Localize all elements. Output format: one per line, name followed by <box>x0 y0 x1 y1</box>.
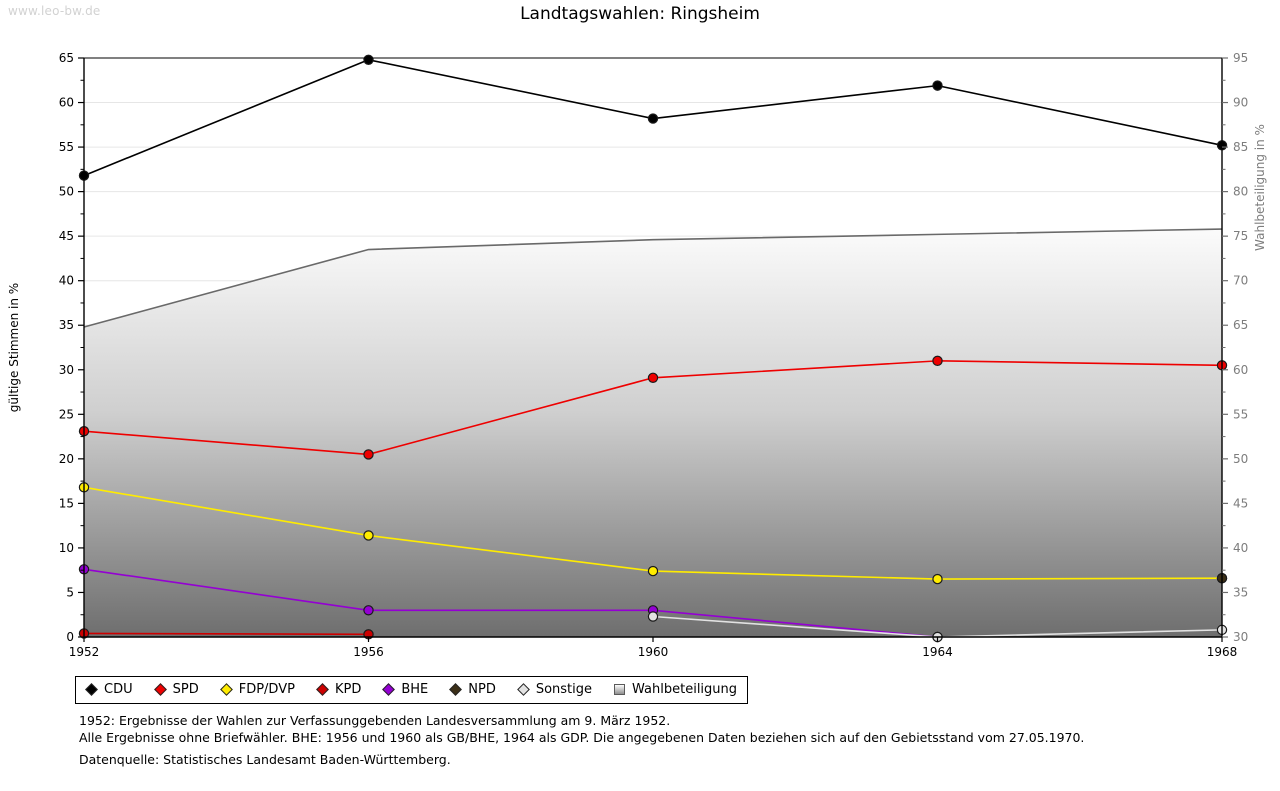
y-tick-label-left: 20 <box>59 452 74 466</box>
y-tick-label-right: 65 <box>1233 318 1248 332</box>
y-axis-title-left: gültige Stimmen in % <box>7 283 21 412</box>
legend-label: Sonstige <box>535 682 593 697</box>
y-tick-label-right: 70 <box>1233 274 1248 288</box>
watermark: www.leo-bw.de <box>8 4 101 18</box>
legend-diamond-icon <box>153 683 167 696</box>
chart-svg: 0 5 10 15 20 25 30 35 40 45 50 55 60 65 30 35 40 45 50 55 60… <box>7 51 1267 659</box>
legend-label: Wahlbeteiligung <box>632 682 738 697</box>
data-point-fdp-dvp[interactable] <box>363 530 374 541</box>
y-tick-label-left: 35 <box>59 318 74 332</box>
y-tick-label-left: 45 <box>59 229 74 243</box>
chart-notes: 1952: Ergebnisse der Wahlen zur Verfassu… <box>79 712 1084 746</box>
y-tick-label-right: 30 <box>1233 630 1248 644</box>
y-tick-label-right: 85 <box>1233 140 1248 154</box>
y-tick-label-left: 55 <box>59 140 74 154</box>
y-tick-label-right: 90 <box>1233 96 1248 110</box>
data-point-fdp-dvp[interactable] <box>647 565 659 577</box>
y-tick-label-left: 30 <box>59 363 74 377</box>
legend-diamond-icon <box>382 683 396 696</box>
note-line-2: Alle Ergebnisse ohne Briefwähler. BHE: 1… <box>79 730 1085 745</box>
legend-diamond-icon <box>449 683 463 696</box>
legend-item-spd[interactable]: SPD <box>153 682 199 697</box>
data-point-cdu[interactable] <box>363 54 374 65</box>
legend-item-cdu[interactable]: CDU <box>85 682 133 697</box>
y-tick-label-right: 35 <box>1233 585 1248 599</box>
legend-label: FDP/DVP <box>238 682 295 697</box>
x-tick-label: 1964 <box>922 645 953 659</box>
y-tick-label-right: 55 <box>1233 407 1248 421</box>
legend-diamond-icon <box>316 683 329 696</box>
y-tick-label-right: 45 <box>1233 496 1248 510</box>
y-tick-label-left: 0 <box>66 630 74 644</box>
legend-square-icon <box>614 684 626 695</box>
data-point-spd[interactable] <box>932 355 943 367</box>
y-axis-title-right: Wahlbeteiligung in % <box>1253 124 1267 251</box>
legend-diamond-icon <box>219 683 233 696</box>
y-tick-label-right: 75 <box>1233 229 1248 243</box>
x-tick-label: 1968 <box>1207 645 1238 659</box>
y-tick-label-right: 50 <box>1233 452 1248 466</box>
data-point-spd[interactable] <box>647 372 659 383</box>
data-point-cdu[interactable] <box>932 80 943 91</box>
legend-label: CDU <box>104 682 133 697</box>
y-tick-label-right: 95 <box>1233 51 1248 65</box>
x-tick-label: 1952 <box>69 645 100 659</box>
y-tick-label-left: 60 <box>59 96 74 110</box>
note-line-1: 1952: Ergebnisse der Wahlen zur Verfassu… <box>79 713 671 728</box>
wahlbeteiligung-line <box>83 228 1223 328</box>
legend-item-wahlbeteiligung[interactable]: Wahlbeteiligung <box>614 682 737 697</box>
legend-item-kpd[interactable]: KPD <box>316 682 362 697</box>
chart-legend: CDU SPD FDP/DVP KPD BHE NPD Sonstige Wahlbeteil… <box>75 676 749 704</box>
chart-plot-area: 0 5 10 15 20 25 30 35 40 45 50 55 60 65 30 35 40 45 50 55 60… <box>7 51 1267 659</box>
y-tick-label-left: 65 <box>59 51 74 65</box>
data-point-cdu[interactable] <box>647 113 659 124</box>
legend-item-npd[interactable]: NPD <box>449 682 496 697</box>
y-tick-label-left: 5 <box>66 585 74 599</box>
y-tick-label-left: 15 <box>59 496 74 510</box>
y-tick-label-left: 50 <box>59 185 74 199</box>
y-tick-label-left: 40 <box>59 274 74 288</box>
legend-label: KPD <box>334 682 362 697</box>
y-tick-label-left: 25 <box>59 407 74 421</box>
series-line-bhe <box>83 568 938 638</box>
data-source: Datenquelle: Statistisches Landesamt Bad… <box>79 752 451 767</box>
y-tick-label-left: 10 <box>59 541 74 555</box>
x-tick-label: 1956 <box>353 645 384 659</box>
data-point-bhe[interactable] <box>363 605 374 616</box>
y-tick-label-right: 40 <box>1233 541 1248 555</box>
data-point-fdp-dvp[interactable] <box>932 573 943 585</box>
data-point-sonstige[interactable] <box>647 611 659 622</box>
legend-diamond-icon <box>516 683 530 696</box>
legend-item-sonstige[interactable]: Sonstige <box>516 682 593 697</box>
legend-label: NPD <box>468 682 496 697</box>
y-tick-label-right: 80 <box>1233 185 1248 199</box>
x-tick-label: 1960 <box>638 645 669 659</box>
legend-label: BHE <box>401 682 429 697</box>
series-line-kpd <box>83 632 369 636</box>
legend-label: SPD <box>172 682 199 697</box>
legend-item-fdp-dvp[interactable]: FDP/DVP <box>219 682 295 697</box>
legend-item-bhe[interactable]: BHE <box>382 682 429 697</box>
legend-diamond-icon <box>85 683 98 696</box>
data-point-spd[interactable] <box>363 449 374 460</box>
page-title: Landtagswahlen: Ringsheim <box>520 4 760 24</box>
y-tick-label-right: 60 <box>1233 363 1248 377</box>
